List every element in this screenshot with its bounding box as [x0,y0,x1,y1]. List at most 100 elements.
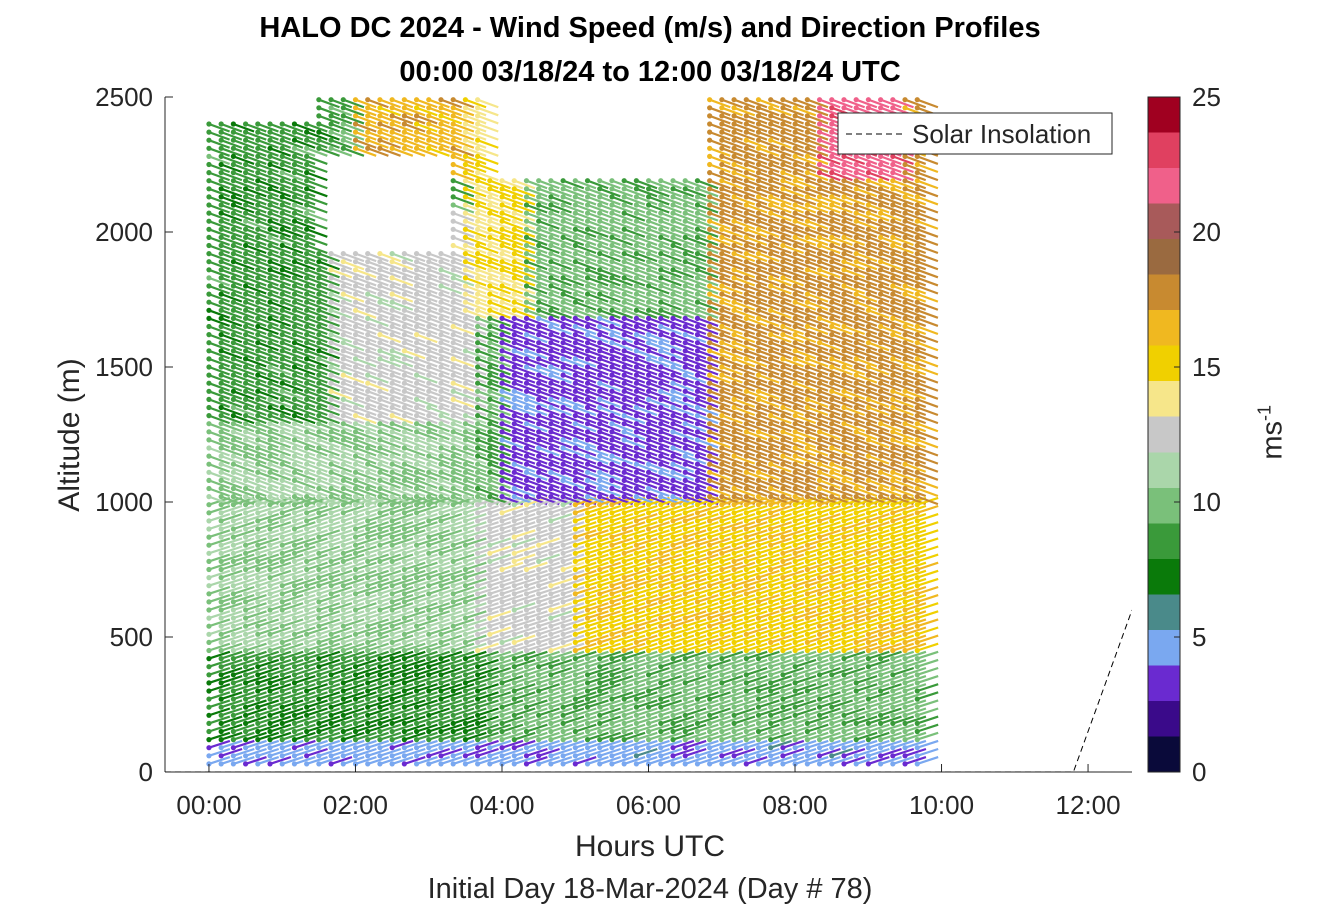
wind-barb-head [230,672,236,678]
wind-barb-head [389,737,395,743]
wind-barb-shaft [294,739,316,749]
wind-barb-head [475,542,481,548]
wind-barb-head [389,267,395,273]
wind-barb-shaft [465,212,487,222]
wind-barb-head [426,607,432,613]
wind-barb-shaft [452,707,475,717]
wind-barb-shaft [306,268,328,279]
wind-barb-head [328,121,334,127]
wind-barb-head [450,145,456,151]
wind-barb-shaft [403,365,426,376]
wind-barb-head [548,186,554,192]
wind-barb-head [597,591,603,597]
wind-barb-head [279,275,285,281]
wind-barb-head [230,688,236,694]
wind-barb-head [230,437,236,443]
wind-barb-head [450,502,456,508]
wind-barb-head [560,583,566,589]
wind-barb-shaft [233,382,255,392]
wind-barb-head [267,599,273,605]
wind-barb-head [230,202,236,208]
wind-barb-head [536,461,542,467]
wind-barb-head [267,202,273,208]
wind-barb-shaft [440,422,463,433]
wind-barb-shaft [330,561,353,571]
wind-barb-head [218,656,224,662]
wind-barb-head [597,267,603,273]
wind-barb-head [487,380,493,386]
wind-barb-shaft [220,139,243,149]
wind-barb-head [218,356,224,362]
wind-barb-head [487,275,493,281]
wind-barb-head [230,753,236,759]
wind-barb-head [304,720,310,727]
wind-barb-head [206,664,212,670]
wind-barb-shaft [452,244,475,255]
wind-barb-head [279,210,285,216]
wind-barb-head [242,704,249,710]
wind-barb-shaft [330,357,353,368]
wind-barb-shaft [294,561,316,571]
wind-barb-shaft [269,325,292,336]
wind-barb-head [499,421,505,427]
wind-barb-shaft [257,179,279,190]
wind-barb-head [230,404,236,411]
wind-barb-head [523,583,530,589]
wind-barb-head [255,502,261,508]
wind-barb-head [462,688,469,694]
wind-barb-shaft [306,707,328,717]
wind-barb-shaft [257,699,280,709]
wind-barb-head [401,348,407,354]
wind-barb-head [291,720,298,727]
wind-barb-shaft [281,683,304,693]
wind-barb-head [523,404,530,411]
wind-barb-shaft [281,707,304,717]
wind-barb-head [462,315,469,321]
wind-barb-head [584,558,591,565]
wind-barb-head [511,340,517,346]
wind-barb-head [206,558,212,565]
wind-barb-head [438,494,444,500]
wind-barb-shaft [318,390,340,400]
wind-barb-shaft [269,585,292,595]
wind-barb-head [584,348,591,354]
wind-barb-head [255,591,261,597]
wind-barb-head [230,372,236,378]
wind-barb-head [438,129,444,135]
wind-barb-head [206,226,212,232]
wind-barb-head [291,129,298,135]
wind-barb-head [438,413,444,419]
wind-barb-shaft [294,577,316,587]
wind-barb-head [316,680,322,686]
wind-barb-head [523,550,530,556]
wind-barb-shaft [355,618,377,628]
wind-barb-head [536,494,542,500]
wind-barb-head [267,348,273,354]
wind-barb-head [597,737,603,743]
wind-barb-head [242,761,249,767]
wind-barb-head [475,161,481,168]
wind-barb-shaft [428,268,450,279]
wind-barb-shaft [208,357,231,368]
wind-barb-head [560,234,566,240]
wind-barb-shaft [379,333,401,344]
wind-barb-head [548,283,554,289]
wind-barb-head [597,696,603,702]
wind-barb-shaft [403,122,426,133]
wind-barb-head [377,631,383,637]
wind-barb-head [413,728,420,735]
wind-barb-head [523,242,530,249]
wind-barb-head [242,404,249,411]
wind-barb-head [230,291,236,297]
wind-barb-head [291,291,298,297]
wind-barb-head [267,299,273,305]
wind-barb-shaft [452,430,475,441]
wind-barb-shaft [245,260,267,271]
wind-barb-head [523,623,530,629]
wind-barb-head [511,364,517,370]
wind-barb-shaft [416,561,438,571]
wind-barb-head [365,656,371,662]
wind-barb-head [365,396,371,402]
wind-barb-shaft [245,374,267,384]
wind-barb-shaft [355,642,377,652]
